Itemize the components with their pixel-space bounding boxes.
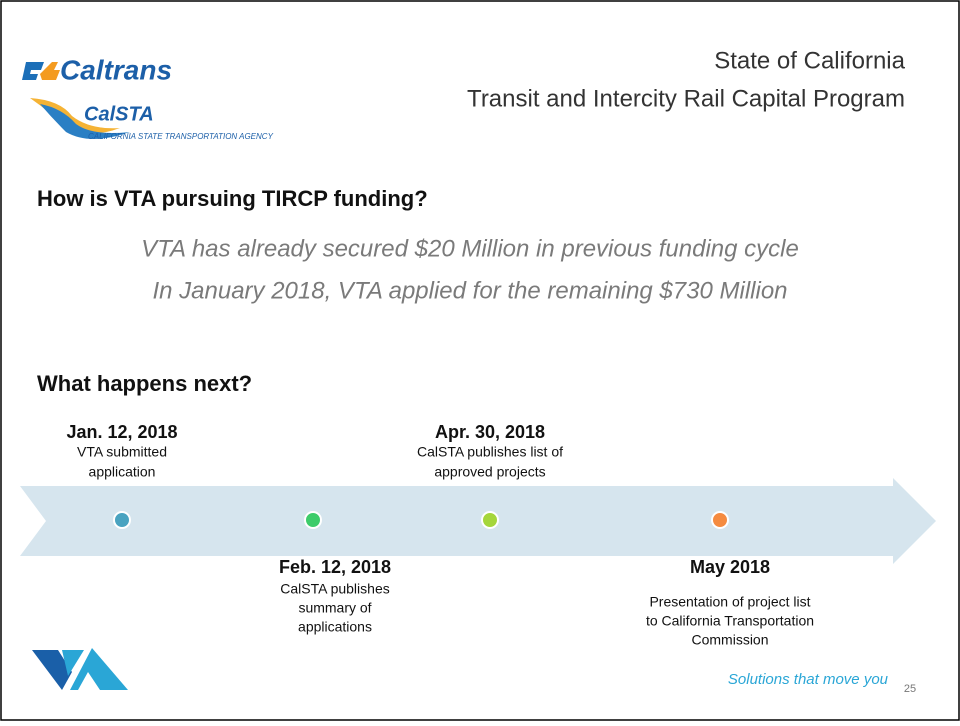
timeline-description: approved projects: [434, 464, 545, 480]
timeline-date: May 2018: [690, 557, 770, 577]
timeline-description: applications: [298, 619, 372, 635]
timeline-date: Apr. 30, 2018: [435, 422, 545, 442]
timeline-description: Presentation of project list: [649, 594, 810, 610]
timeline-dot: [113, 511, 131, 529]
point: In January 2018, VTA applied for the rem…: [152, 277, 787, 304]
calsta-full-text: CALIFORNIA STATE TRANSPORTATION AGENCY: [88, 132, 274, 141]
timeline-dot: [711, 511, 729, 529]
timeline-dot: [304, 511, 322, 529]
header-line: State of California: [714, 47, 905, 74]
timeline-date: Feb. 12, 2018: [279, 557, 391, 577]
point: VTA has already secured $20 Million in p…: [141, 235, 799, 262]
timeline-description: Commission: [691, 632, 768, 648]
timeline-dot: [481, 511, 499, 529]
vta-logo: [32, 648, 128, 690]
header-line: Transit and Intercity Rail Capital Progr…: [467, 85, 905, 112]
timeline-arrow: [20, 478, 936, 564]
timeline-description: summary of: [298, 600, 371, 616]
caltrans-logo: Caltrans: [22, 54, 172, 85]
question: What happens next?: [37, 371, 252, 396]
timeline-description: CalSTA publishes: [280, 581, 389, 597]
caltrans-text: Caltrans: [60, 54, 172, 85]
page-number: 25: [904, 683, 916, 695]
timeline-description: CalSTA publishes list of: [417, 444, 563, 460]
timeline-description: VTA submitted: [77, 444, 167, 460]
tagline: Solutions that move you: [728, 671, 889, 688]
timeline-date: Jan. 12, 2018: [66, 422, 177, 442]
timeline-description: to California Transportation: [646, 613, 814, 629]
timeline-dots: [113, 511, 729, 529]
timeline-description: application: [89, 464, 156, 480]
calsta-logo: CalSTA CALIFORNIA STATE TRANSPORTATION A…: [30, 98, 274, 141]
question: How is VTA pursuing TIRCP funding?: [37, 186, 428, 211]
calsta-text: CalSTA: [84, 103, 154, 125]
